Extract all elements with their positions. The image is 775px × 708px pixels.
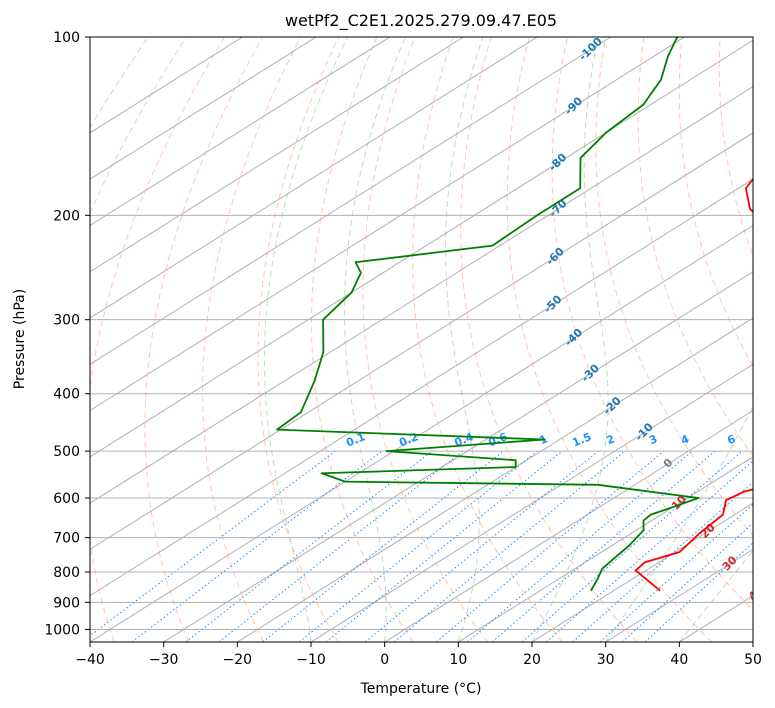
isotherm-line bbox=[163, 271, 753, 642]
y-tick-label: 100 bbox=[53, 30, 80, 46]
dry-adiabat-line bbox=[90, 37, 187, 215]
dry-adiabat-line bbox=[637, 37, 753, 457]
isotherm-label: 40 bbox=[746, 583, 766, 603]
moist-adiabat-line bbox=[605, 405, 753, 642]
isotherm-line bbox=[90, 37, 464, 273]
mixing-ratio-line bbox=[436, 450, 665, 642]
moist-adiabat-line bbox=[445, 37, 484, 642]
mixing-ratio-line bbox=[298, 450, 538, 642]
isotherm-line bbox=[458, 456, 753, 642]
moist-adiabat-line bbox=[263, 37, 349, 642]
mixing-ratio-line bbox=[393, 450, 626, 642]
x-tick-label: 0 bbox=[380, 652, 389, 668]
sounding-traces bbox=[276, 37, 753, 592]
isotherm-line bbox=[384, 409, 753, 642]
isotherm-line bbox=[237, 317, 753, 642]
isotherm-line bbox=[90, 37, 612, 365]
x-tick-label: 40 bbox=[670, 652, 688, 668]
y-tick-label: 800 bbox=[53, 565, 80, 581]
isotherm-line bbox=[90, 39, 753, 458]
y-tick-label: 900 bbox=[53, 595, 80, 611]
isotherm-line bbox=[90, 132, 753, 551]
dry-adiabat-line bbox=[678, 37, 753, 368]
y-axis-ticks: 100 200 300 400 500 600 700 800 900 1000 bbox=[44, 30, 90, 638]
isotherm-line bbox=[90, 224, 753, 642]
x-tick-label: −40 bbox=[75, 652, 105, 668]
moist-adiabat-lines bbox=[263, 37, 753, 642]
mixing-ratio-line bbox=[491, 450, 716, 642]
dry-adiabat-lines bbox=[90, 37, 753, 642]
temperature-trace bbox=[634, 177, 753, 592]
isotherm-line bbox=[90, 85, 753, 504]
isotherm-line bbox=[90, 37, 685, 412]
mixing-ratio-line bbox=[644, 542, 753, 642]
dry-adiabat-line bbox=[90, 37, 225, 642]
x-axis-ticks: −40 −30 −20 −10 0 10 20 30 40 50 bbox=[75, 642, 762, 668]
chart-title: wetPf2_C2E1.2025.279.09.47.E05 bbox=[285, 11, 557, 31]
dry-adiabat-line bbox=[202, 37, 302, 642]
x-tick-label: −20 bbox=[223, 652, 253, 668]
x-tick-label: 50 bbox=[744, 652, 762, 668]
x-tick-label: −10 bbox=[296, 652, 326, 668]
dewpoint-trace bbox=[276, 37, 700, 592]
y-tick-label: 700 bbox=[53, 531, 80, 547]
moist-adiabat-line bbox=[343, 37, 406, 642]
isotherm-line bbox=[531, 502, 753, 642]
mixing-ratio-label: 2 bbox=[605, 432, 617, 447]
y-tick-label: 1000 bbox=[44, 622, 80, 638]
dry-adiabat-line bbox=[412, 37, 563, 642]
plot-frame bbox=[89, 36, 754, 643]
mixing-ratio-line bbox=[467, 450, 693, 642]
mixing-ratio-line bbox=[325, 450, 563, 642]
x-tick-label: 30 bbox=[597, 652, 615, 668]
x-tick-label: −30 bbox=[149, 652, 179, 668]
isotherm-line bbox=[90, 37, 538, 319]
y-axis-label: Pressure (hPa) bbox=[12, 289, 28, 389]
mixing-ratio-line bbox=[262, 450, 504, 642]
y-tick-label: 500 bbox=[53, 444, 80, 460]
dry-adiabat-line bbox=[362, 37, 489, 642]
dry-adiabat-line bbox=[506, 37, 713, 642]
isotherm-line bbox=[90, 37, 317, 180]
dry-adiabat-line bbox=[551, 37, 753, 611]
y-tick-label: 200 bbox=[53, 208, 80, 224]
isotherm-line bbox=[90, 178, 753, 597]
dry-adiabat-line bbox=[595, 37, 753, 537]
dry-adiabat-line bbox=[144, 37, 263, 642]
x-axis-label: Temperature (°C) bbox=[360, 681, 482, 697]
mixing-ratio-lines bbox=[90, 450, 753, 642]
mixing-ratio-line bbox=[131, 450, 383, 642]
isotherm-lines bbox=[90, 37, 753, 642]
x-tick-label: 20 bbox=[523, 652, 541, 668]
moist-adiabat-line bbox=[678, 549, 753, 642]
dry-adiabat-line bbox=[460, 37, 638, 642]
mixing-ratio-line bbox=[521, 450, 743, 642]
mixing-ratio-line bbox=[545, 460, 753, 642]
isotherm-line bbox=[90, 37, 391, 227]
y-tick-label: 600 bbox=[53, 491, 80, 507]
x-tick-label: 10 bbox=[449, 652, 467, 668]
mixing-ratio-label: 3 bbox=[647, 432, 659, 447]
plot-area: -100-90-80-70-60-50-40-30-20-10010203040… bbox=[90, 37, 766, 642]
dry-adiabat-line bbox=[311, 37, 414, 642]
y-tick-label: 300 bbox=[53, 313, 80, 329]
mixing-ratio-line bbox=[90, 450, 336, 637]
isobar-gridlines bbox=[90, 37, 753, 630]
y-tick-label: 400 bbox=[53, 387, 80, 403]
isotherm-line bbox=[310, 363, 753, 642]
